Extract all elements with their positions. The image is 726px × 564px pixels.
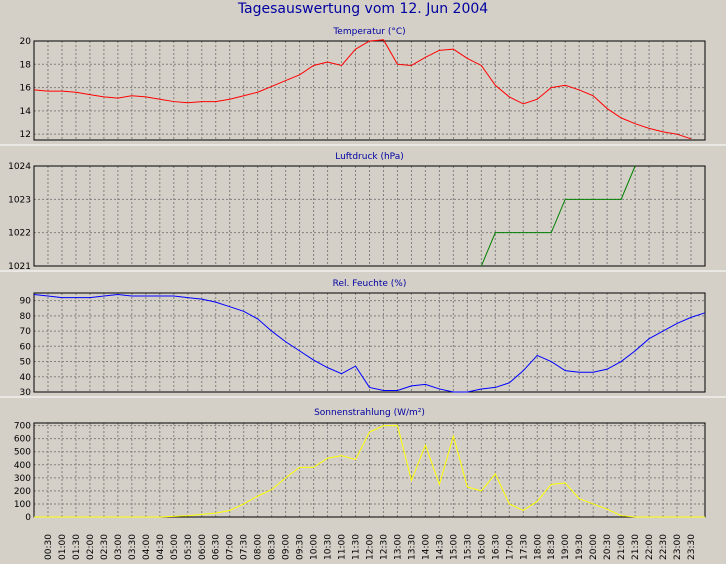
x-tick-label: 05:00 <box>170 534 180 560</box>
x-tick-label: 03:30 <box>128 534 138 560</box>
x-tick-label: 23:30 <box>687 534 697 560</box>
x-tick-label: 10:00 <box>310 534 320 560</box>
x-tick-label: 19:30 <box>575 534 585 560</box>
x-tick-label: 04:00 <box>142 534 152 560</box>
series-line <box>34 425 705 518</box>
y-tick-label: 1022 <box>8 229 31 239</box>
x-tick-label: 22:30 <box>659 534 669 560</box>
x-tick-label: 09:30 <box>296 534 306 560</box>
x-tick-label: 01:30 <box>72 534 82 560</box>
radiation-panel: Sonnenstrahlung (W/m²) 0 100 200 300 400 500 60… <box>14 408 706 523</box>
x-tick-label: 03:00 <box>114 534 124 560</box>
panel-title: Rel. Feuchte (%) <box>333 279 407 289</box>
y-tick-label: 40 <box>20 373 32 383</box>
series-line <box>33 39 692 140</box>
x-tick-label: 04:30 <box>156 534 166 560</box>
y-tick-label: 100 <box>14 500 31 510</box>
x-tick-label: 06:00 <box>198 534 208 560</box>
x-tick-label: 22:00 <box>645 534 655 560</box>
x-tick-label: 21:00 <box>617 534 627 560</box>
y-tick-label: 70 <box>20 327 32 337</box>
series-line <box>33 294 706 393</box>
x-axis-ticks: 00:30 01:00 01:30 02:00 02:30 03:00 03:30 04:00… <box>44 534 697 560</box>
y-tick-label: 1021 <box>8 262 31 272</box>
page-title: Tagesauswertung vom 12. Jun 2004 <box>237 1 489 17</box>
y-tick-label: 700 <box>14 422 31 432</box>
x-tick-label: 02:30 <box>100 534 110 560</box>
panel-title: Luftdruck (hPa) <box>335 152 404 162</box>
pressure-panel: Luftdruck (hPa) 1021 1022 1023 1024 <box>0 152 726 272</box>
y-tick-label: 60 <box>20 342 32 352</box>
x-tick-label: 08:30 <box>268 534 278 560</box>
series-line <box>480 165 636 267</box>
plot-border <box>33 422 706 518</box>
x-tick-label: 23:00 <box>673 534 683 560</box>
x-tick-label: 11:30 <box>352 534 362 560</box>
plot-border <box>33 292 706 393</box>
temperature-panel: Temperatur (°C) 12 14 16 18 20 <box>0 27 726 146</box>
x-tick-label: 10:30 <box>324 534 334 560</box>
y-tick-label: 80 <box>20 312 32 322</box>
x-tick-label: 14:30 <box>435 534 445 560</box>
x-tick-label: 07:00 <box>226 534 236 560</box>
y-tick-label: 300 <box>14 474 31 484</box>
y-tick-label: 1023 <box>8 195 31 205</box>
x-tick-label: 06:30 <box>212 534 222 560</box>
x-tick-label: 18:00 <box>533 534 543 560</box>
panel-title: Sonnenstrahlung (W/m²) <box>314 408 425 418</box>
x-tick-label: 07:30 <box>240 534 250 560</box>
x-tick-label: 14:00 <box>421 534 431 560</box>
humidity-panel: Rel. Feuchte (%) 30 40 50 60 70 80 90 <box>0 279 726 398</box>
x-tick-label: 11:00 <box>338 534 348 560</box>
x-tick-label: 00:30 <box>44 534 54 560</box>
panel-title: Temperatur (°C) <box>332 27 405 37</box>
x-tick-label: 09:00 <box>282 534 292 560</box>
x-tick-label: 08:00 <box>254 534 264 560</box>
x-tick-label: 13:00 <box>393 534 403 560</box>
x-tick-label: 17:30 <box>519 534 529 560</box>
x-tick-label: 17:00 <box>505 534 515 560</box>
y-tick-label: 400 <box>14 461 31 471</box>
y-tick-label: 18 <box>20 60 32 70</box>
y-tick-label: 1024 <box>8 162 31 172</box>
x-tick-label: 12:00 <box>366 534 376 560</box>
x-tick-label: 18:30 <box>547 534 557 560</box>
y-tick-label: 12 <box>20 130 31 140</box>
y-tick-label: 600 <box>14 435 31 445</box>
x-tick-label: 13:30 <box>407 534 417 560</box>
x-tick-label: 01:00 <box>58 534 68 560</box>
plot-border <box>33 165 706 267</box>
x-tick-label: 15:30 <box>463 534 473 560</box>
x-tick-label: 19:00 <box>561 534 571 560</box>
y-tick-label: 0 <box>25 513 31 523</box>
x-tick-label: 20:00 <box>589 534 599 560</box>
x-tick-label: 05:30 <box>184 534 194 560</box>
y-tick-label: 500 <box>14 448 31 458</box>
x-tick-label: 12:30 <box>379 534 389 560</box>
y-tick-label: 30 <box>20 388 32 398</box>
y-tick-label: 90 <box>20 297 32 307</box>
x-tick-label: 02:00 <box>86 534 96 560</box>
y-tick-label: 20 <box>20 37 32 47</box>
y-tick-label: 16 <box>20 84 32 94</box>
x-tick-label: 20:30 <box>603 534 613 560</box>
x-tick-label: 15:00 <box>449 534 459 560</box>
x-tick-label: 16:30 <box>491 534 501 560</box>
y-tick-label: 200 <box>14 487 31 497</box>
x-tick-label: 16:00 <box>477 534 487 560</box>
y-tick-label: 14 <box>20 107 32 117</box>
x-tick-label: 21:30 <box>631 534 641 560</box>
y-tick-label: 50 <box>20 358 32 368</box>
